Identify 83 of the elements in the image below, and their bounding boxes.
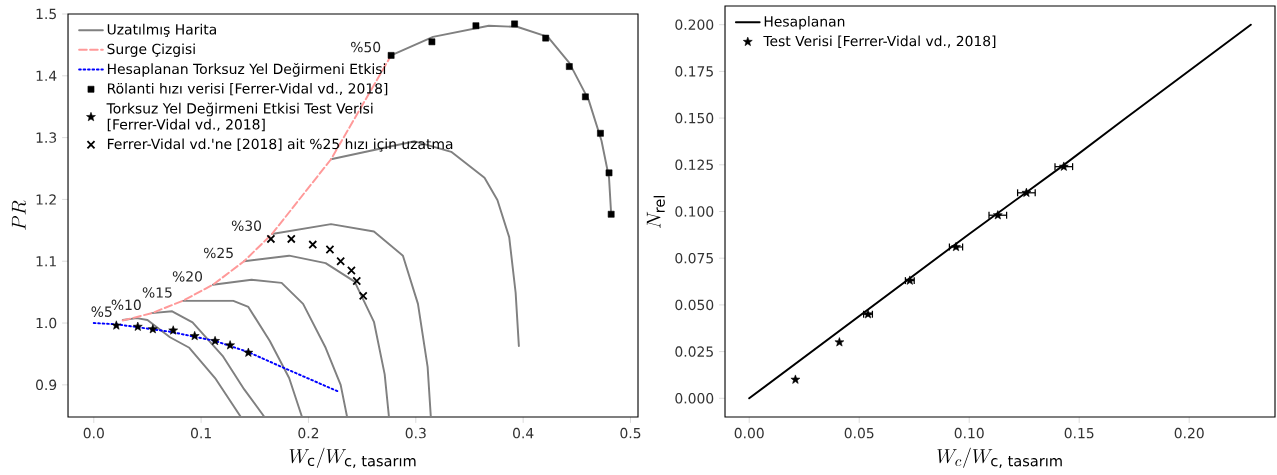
point: [336, 256, 346, 266]
point: [168, 325, 178, 335]
annotation: %15: [142, 287, 172, 298]
point: [210, 335, 220, 346]
y-tick-label: 0.200: [675, 19, 714, 30]
y-tick-label: 1.2: [36, 194, 56, 205]
y-tick-label: 0.175: [675, 66, 713, 77]
point: [607, 210, 615, 218]
point: [286, 234, 296, 244]
point: [565, 63, 573, 70]
y-tick-label: 0.9: [36, 379, 57, 391]
x-tick-label: 0.00: [734, 427, 764, 439]
legend-label: Test Verisi [Ferrer-Vidal vd., 2018]: [763, 35, 996, 48]
annotation: %20: [172, 271, 203, 282]
line-series: [211, 278, 349, 417]
point: [225, 340, 235, 350]
point: [308, 240, 318, 249]
point: [790, 374, 801, 384]
x-axis-title: $W_{\text{c}}/W_{\text{c, tasarım}}$: [289, 447, 416, 468]
annotation: %25: [203, 247, 233, 259]
point: [597, 129, 604, 137]
y-tick-label: 1.5: [36, 8, 56, 20]
x-tick-label: 0.3: [405, 427, 426, 439]
point: [511, 20, 518, 28]
legend-label: Hesaplanan Torksuz Yel Değirmeni Etkisi: [107, 63, 386, 77]
legend-label: Rölanti hızı verisi [Ferrer-Vidal vd., 2018]: [107, 82, 388, 96]
line-series: [271, 223, 432, 417]
legend-label: Ferrer-Vidal vd.'ne [2018] ait %25 hızı için uzatma: [107, 138, 453, 152]
x-axis-title: $W_c/W_{\text{c, tasarım}}$: [937, 447, 1062, 468]
x-tick-label: 0.05: [844, 427, 874, 439]
annotation: %50: [351, 41, 381, 53]
point: [428, 38, 436, 46]
point: [358, 291, 368, 301]
line-series: [243, 254, 390, 417]
y-tick-label: 0.025: [675, 346, 713, 357]
point: [352, 276, 362, 286]
line-series: [181, 299, 303, 417]
y-tick-label: 0.050: [675, 299, 714, 311]
x-tick-label: 0.2: [298, 427, 319, 439]
point: [582, 93, 589, 101]
annotation: %30: [231, 220, 262, 231]
y-tick-label: 1.0: [36, 317, 57, 329]
point: [1059, 161, 1069, 171]
x-tick-label: 0.20: [1174, 427, 1204, 439]
y-tick-label: 0.100: [675, 206, 714, 217]
annotation: %5: [91, 306, 112, 317]
point: [605, 169, 613, 177]
legend-label: Uzatılmış Harita: [107, 23, 216, 38]
y-tick-label: 0.150: [675, 112, 714, 124]
point: [472, 22, 480, 30]
legend-label: Hesaplanan: [764, 15, 845, 30]
point: [834, 337, 845, 347]
point: [266, 234, 276, 244]
point: [542, 34, 550, 42]
line-series: [150, 310, 266, 417]
x-tick-label: 0.15: [1064, 427, 1094, 439]
y-tick-label: 1.1: [36, 256, 56, 267]
point: [243, 347, 254, 357]
y-tick-label: 0.000: [675, 393, 714, 404]
point: [387, 52, 395, 59]
x-tick-label: 0.10: [954, 427, 984, 439]
point: [189, 331, 200, 341]
x-tick-label: 0.0: [83, 427, 104, 439]
legend-label: Surge Çizgisi: [107, 43, 195, 57]
annotation: %10: [111, 299, 141, 311]
point: [148, 324, 158, 334]
point: [111, 320, 122, 330]
y-tick-label: 0.075: [675, 252, 713, 264]
x-tick-label: 0.1: [190, 427, 211, 439]
line-series: [92, 322, 340, 393]
x-tick-label: 0.5: [620, 427, 641, 439]
y-axis-title: $PR$: [11, 200, 26, 230]
point: [993, 210, 1003, 220]
legend-label: Torksuz Yel Değirmeni Etkisi Test Verisi [Ferrer-Vidal vd., 2018]: [106, 102, 373, 132]
y-tick-label: 0.125: [675, 159, 713, 171]
x-tick-label: 0.4: [513, 427, 534, 439]
point: [325, 245, 335, 254]
point: [133, 321, 143, 331]
y-tick-label: 1.3: [36, 132, 57, 143]
y-tick-label: 1.4: [36, 70, 57, 81]
point: [346, 266, 356, 275]
y-axis-title: $N_{\text{rel}}$: [646, 196, 665, 229]
point: [1021, 187, 1032, 197]
